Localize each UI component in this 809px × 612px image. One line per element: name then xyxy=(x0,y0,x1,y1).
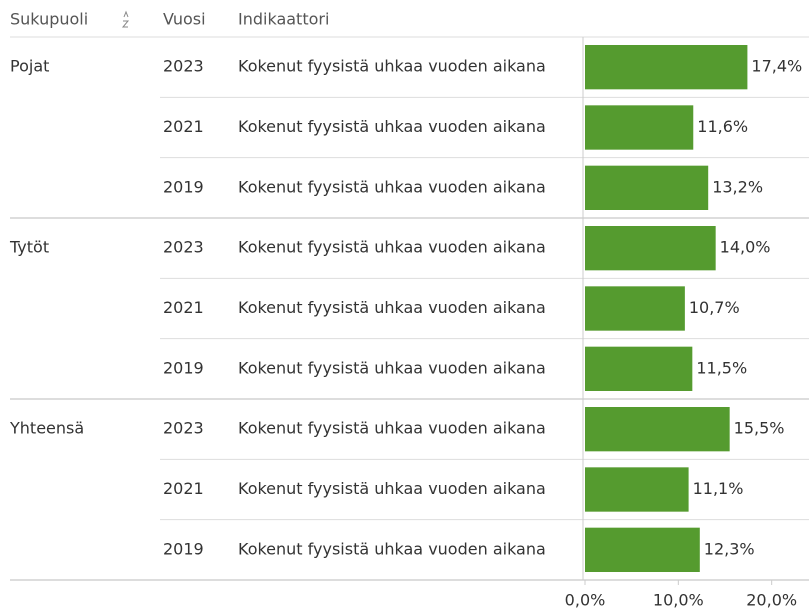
year-label: 2023 xyxy=(163,419,204,438)
x-tick-label: 0,0% xyxy=(565,591,606,610)
value-label: 13,2% xyxy=(712,177,763,196)
year-label: 2021 xyxy=(163,298,204,317)
year-label: 2023 xyxy=(163,238,204,257)
year-label: 2023 xyxy=(163,57,204,76)
value-label: 14,0% xyxy=(720,238,771,257)
bar xyxy=(585,407,730,452)
bar xyxy=(585,45,748,90)
year-label: 2021 xyxy=(163,117,204,136)
bar xyxy=(585,467,689,512)
bar xyxy=(585,286,685,331)
bar xyxy=(585,105,694,150)
value-label: 11,6% xyxy=(697,117,748,136)
bar xyxy=(585,226,716,271)
value-label: 10,7% xyxy=(689,298,740,317)
value-label: 11,1% xyxy=(693,479,744,498)
sort-icon[interactable] xyxy=(121,10,130,28)
value-label: 11,5% xyxy=(696,358,747,377)
bar xyxy=(585,165,709,210)
year-label: 2019 xyxy=(163,358,204,377)
value-label: 15,5% xyxy=(734,419,785,438)
group-label: Tytöt xyxy=(9,238,49,257)
indicator-label: Kokenut fyysistä uhkaa vuoden aikana xyxy=(238,238,546,257)
x-tick-label: 20,0% xyxy=(746,591,797,610)
column-header: Vuosi xyxy=(163,10,206,29)
x-tick-label: 10,0% xyxy=(653,591,704,610)
year-label: 2021 xyxy=(163,479,204,498)
indicator-label: Kokenut fyysistä uhkaa vuoden aikana xyxy=(238,358,546,377)
indicator-label: Kokenut fyysistä uhkaa vuoden aikana xyxy=(238,479,546,498)
indicator-label: Kokenut fyysistä uhkaa vuoden aikana xyxy=(238,298,546,317)
column-header: Indikaattori xyxy=(238,10,329,29)
year-label: 2019 xyxy=(163,177,204,196)
indicator-label: Kokenut fyysistä uhkaa vuoden aikana xyxy=(238,117,546,136)
indicator-label: Kokenut fyysistä uhkaa vuoden aikana xyxy=(238,419,546,438)
bar xyxy=(585,346,693,391)
value-label: 12,3% xyxy=(704,539,755,558)
year-label: 2019 xyxy=(163,539,204,558)
indicator-label: Kokenut fyysistä uhkaa vuoden aikana xyxy=(238,539,546,558)
indicator-label: Kokenut fyysistä uhkaa vuoden aikana xyxy=(238,57,546,76)
indicator-label: Kokenut fyysistä uhkaa vuoden aikana xyxy=(238,177,546,196)
group-label: Pojat xyxy=(10,57,49,76)
sort-glyph xyxy=(121,10,130,28)
group-label: Yhteensä xyxy=(9,419,84,438)
bar xyxy=(585,527,700,572)
column-header: Sukupuoli xyxy=(10,10,88,29)
value-label: 17,4% xyxy=(751,57,802,76)
